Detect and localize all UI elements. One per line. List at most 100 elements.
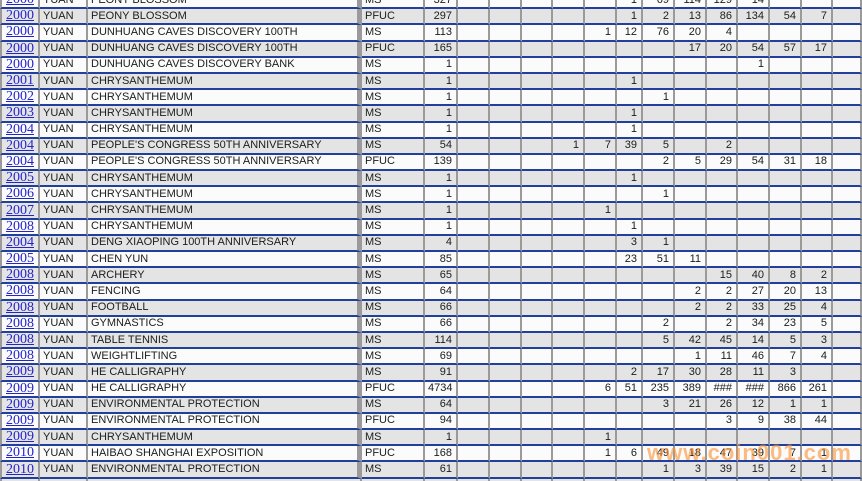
table-row: 2000 YUAN DUNHUANG CAVES DISCOVERY 100TH MS… <box>0 25 862 42</box>
grade-count-cell <box>458 171 490 188</box>
grade-count-cell: 1 <box>617 171 643 188</box>
year-link[interactable]: 2010 <box>6 446 34 461</box>
grade-count-cell <box>585 9 617 26</box>
grade-count-cell <box>707 235 738 252</box>
grade-count-cell <box>617 397 643 414</box>
year-link[interactable]: 2004 <box>6 138 34 153</box>
grade-count-cell: 1 <box>802 446 833 463</box>
grade-count-cell: 2 <box>643 9 675 26</box>
year-cell: 2009 <box>0 381 40 398</box>
year-cell: 2004 <box>0 138 40 155</box>
coin-name-cell: ENVIRONMENTAL PROTECTION <box>88 462 362 479</box>
grade-count-cell <box>522 430 553 447</box>
year-link[interactable]: 2008 <box>6 219 34 234</box>
year-link[interactable]: 2000 <box>6 57 34 72</box>
grade-count-cell: 134 <box>738 9 770 26</box>
grade-count-cell: 1 <box>802 462 833 479</box>
grade-count-cell: 12 <box>738 397 770 414</box>
total-cell: 54 <box>425 138 458 155</box>
grade-count-cell: 31 <box>770 154 802 172</box>
year-link[interactable]: 2006 <box>6 187 34 202</box>
year-link[interactable]: 2008 <box>6 332 34 348</box>
year-link[interactable]: 2007 <box>6 203 34 218</box>
table-row: 2008 YUAN GYMNASTICS MS 66 2 2 34 23 5 <box>0 316 862 333</box>
year-link[interactable]: 2004 <box>6 122 34 137</box>
grade-count-cell: 5 <box>643 332 675 350</box>
year-link[interactable]: 2008 <box>6 300 34 315</box>
table-row: 2010 YUAN HAIBAO SHANGHAI EXPOSITION PFUC 16… <box>0 446 862 463</box>
grade-count-cell <box>738 90 770 107</box>
grade-count-cell: 2 <box>707 300 738 317</box>
grade-count-cell <box>770 171 802 188</box>
grade-count-cell <box>585 122 617 139</box>
grade-count-cell <box>770 430 802 447</box>
coin-name-cell: CHRYSANTHEMUM <box>88 430 362 447</box>
grade-count-cell: 2 <box>643 154 675 172</box>
year-link[interactable]: 2010 <box>6 462 34 477</box>
table-row: 2006 YUAN CHRYSANTHEMUM MS 1 1 <box>0 187 862 204</box>
grade-count-cell <box>802 171 833 188</box>
grade-count-cell <box>490 0 522 10</box>
grade-count-cell <box>458 365 490 382</box>
grade-count-cell <box>802 73 833 91</box>
grade-count-cell: 69 <box>643 0 675 10</box>
year-link[interactable]: 2008 <box>6 268 34 283</box>
year-link[interactable]: 2009 <box>6 381 34 396</box>
empty-cell <box>522 478 553 481</box>
year-link[interactable]: 2009 <box>6 413 34 428</box>
grade-count-cell <box>833 235 862 252</box>
grade-count-cell <box>802 430 833 447</box>
year-link[interactable]: 2009 <box>6 397 34 412</box>
year-link[interactable]: 2008 <box>6 316 34 331</box>
year-link[interactable]: 2002 <box>6 90 34 105</box>
year-link[interactable]: 2000 <box>6 25 34 40</box>
grade-count-cell <box>802 106 833 123</box>
grade-count-cell <box>522 219 553 236</box>
year-link[interactable]: 2009 <box>6 365 34 380</box>
year-link[interactable]: 2003 <box>6 106 34 121</box>
grade-count-cell <box>553 187 585 204</box>
grade-count-cell <box>490 219 522 236</box>
grade-count-cell <box>553 171 585 188</box>
grade-count-cell <box>738 171 770 188</box>
coin-name-cell: WEIGHTLIFTING <box>88 349 362 366</box>
table-row: 2004 YUAN PEOPLE'S CONGRESS 50TH ANNIVERSA… <box>0 154 862 172</box>
year-link[interactable]: 2008 <box>6 349 34 364</box>
year-link[interactable]: 2000 <box>6 41 34 56</box>
grade-count-cell <box>643 413 675 431</box>
year-link[interactable]: 2009 <box>6 430 34 445</box>
year-link[interactable]: 2000 <box>6 9 34 24</box>
grade-count-cell <box>553 316 585 333</box>
total-cell: 66 <box>425 316 458 333</box>
grade-count-cell <box>522 203 553 220</box>
grade-count-cell <box>553 73 585 91</box>
grade-count-cell: 39 <box>617 138 643 155</box>
year-link[interactable]: 2008 <box>6 284 34 299</box>
grade-count-cell: 18 <box>675 446 707 463</box>
grade-type-cell: MS <box>362 171 425 188</box>
grade-count-cell <box>617 413 643 431</box>
grade-count-cell <box>522 300 553 317</box>
grade-count-cell <box>617 41 643 58</box>
grade-count-cell: 1 <box>585 430 617 447</box>
grade-count-cell <box>738 106 770 123</box>
grade-count-cell <box>675 219 707 236</box>
grade-count-cell <box>738 430 770 447</box>
year-link[interactable]: 2005 <box>6 171 34 186</box>
grade-count-cell: 7 <box>585 138 617 155</box>
grade-count-cell: 11 <box>707 349 738 366</box>
total-cell: 1 <box>425 90 458 107</box>
grade-count-cell <box>522 171 553 188</box>
grade-count-cell <box>522 25 553 42</box>
grade-count-cell <box>833 106 862 123</box>
grade-count-cell: 1 <box>585 25 617 42</box>
grade-count-cell: 3 <box>643 397 675 414</box>
grade-count-cell <box>770 235 802 252</box>
grade-count-cell <box>490 365 522 382</box>
year-link[interactable]: 2005 <box>6 252 34 267</box>
grade-count-cell <box>617 154 643 172</box>
year-link[interactable]: 2004 <box>6 154 34 169</box>
year-link[interactable]: 2004 <box>6 235 34 250</box>
year-link[interactable]: 2001 <box>6 73 34 89</box>
year-link[interactable]: 2000 <box>6 0 34 7</box>
